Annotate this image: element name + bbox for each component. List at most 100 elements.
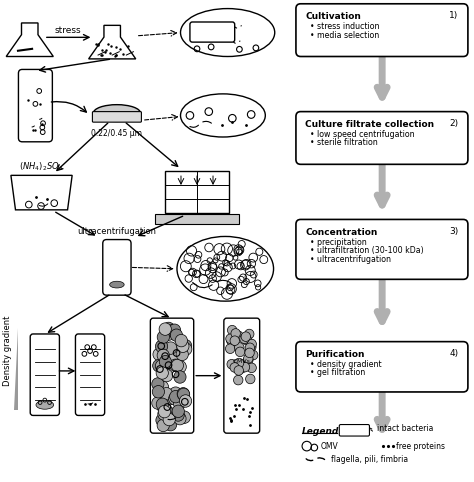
- Circle shape: [153, 360, 165, 372]
- Circle shape: [174, 413, 186, 425]
- Circle shape: [236, 347, 245, 357]
- Circle shape: [244, 355, 253, 365]
- Circle shape: [234, 331, 243, 340]
- FancyBboxPatch shape: [30, 334, 59, 415]
- Circle shape: [162, 325, 174, 338]
- Polygon shape: [6, 23, 53, 56]
- Circle shape: [227, 335, 236, 345]
- Circle shape: [174, 361, 186, 373]
- Text: • media selection: • media selection: [310, 31, 379, 40]
- Circle shape: [245, 343, 255, 353]
- FancyBboxPatch shape: [92, 112, 141, 122]
- Circle shape: [170, 387, 182, 400]
- Text: 1): 1): [449, 11, 458, 20]
- Circle shape: [234, 366, 244, 375]
- Text: • sterile filtration: • sterile filtration: [310, 138, 378, 147]
- Text: OMVs: OMVs: [233, 359, 251, 364]
- Circle shape: [158, 405, 171, 418]
- Circle shape: [176, 348, 188, 361]
- Circle shape: [234, 361, 243, 370]
- Circle shape: [240, 334, 249, 344]
- Circle shape: [228, 325, 237, 335]
- Text: flagella, pili, fimbria: flagella, pili, fimbria: [331, 455, 409, 464]
- Circle shape: [157, 402, 170, 414]
- Circle shape: [177, 388, 189, 400]
- FancyBboxPatch shape: [75, 334, 105, 415]
- Circle shape: [163, 328, 175, 340]
- Circle shape: [240, 362, 250, 372]
- Text: OMV: OMV: [321, 442, 338, 451]
- Circle shape: [171, 389, 183, 402]
- Text: • low speed centrifugation: • low speed centrifugation: [310, 130, 415, 139]
- Circle shape: [155, 340, 168, 353]
- Circle shape: [247, 363, 256, 373]
- Circle shape: [226, 334, 235, 344]
- Text: 4): 4): [449, 349, 458, 358]
- Circle shape: [156, 367, 168, 379]
- Circle shape: [163, 413, 175, 426]
- Text: $(NH_4)_2SO_4$: $(NH_4)_2SO_4$: [19, 161, 64, 174]
- Circle shape: [157, 419, 169, 432]
- Circle shape: [248, 350, 258, 360]
- Circle shape: [157, 363, 170, 376]
- Circle shape: [159, 323, 171, 335]
- Circle shape: [242, 335, 252, 345]
- Circle shape: [230, 362, 239, 372]
- FancyBboxPatch shape: [296, 219, 468, 280]
- Circle shape: [166, 324, 179, 337]
- Text: Culture filtrate collection: Culture filtrate collection: [305, 120, 435, 129]
- Circle shape: [152, 378, 164, 390]
- Circle shape: [241, 332, 251, 341]
- Polygon shape: [89, 26, 136, 59]
- Circle shape: [230, 336, 239, 346]
- Circle shape: [164, 391, 176, 403]
- Circle shape: [163, 322, 175, 335]
- FancyBboxPatch shape: [155, 214, 238, 224]
- Circle shape: [246, 374, 255, 384]
- Circle shape: [169, 349, 181, 362]
- Circle shape: [157, 349, 169, 362]
- FancyBboxPatch shape: [296, 4, 468, 56]
- FancyBboxPatch shape: [165, 171, 229, 213]
- Circle shape: [172, 409, 184, 421]
- Circle shape: [161, 369, 173, 382]
- Circle shape: [164, 418, 177, 431]
- Text: • density gradient: • density gradient: [310, 360, 382, 369]
- Circle shape: [158, 408, 170, 420]
- Ellipse shape: [181, 94, 265, 137]
- FancyBboxPatch shape: [296, 342, 468, 392]
- Circle shape: [177, 340, 189, 352]
- Ellipse shape: [93, 105, 140, 121]
- Circle shape: [175, 335, 187, 347]
- Circle shape: [155, 360, 168, 372]
- FancyBboxPatch shape: [190, 22, 235, 42]
- Circle shape: [227, 360, 237, 369]
- Circle shape: [245, 348, 254, 358]
- Text: intact bacteria: intact bacteria: [377, 424, 434, 433]
- Text: • stress induction: • stress induction: [310, 22, 380, 31]
- Circle shape: [152, 386, 164, 398]
- Circle shape: [173, 397, 186, 410]
- Circle shape: [170, 390, 182, 403]
- Circle shape: [177, 388, 190, 401]
- Circle shape: [168, 324, 181, 336]
- Text: free proteins: free proteins: [396, 442, 445, 451]
- Circle shape: [246, 342, 256, 352]
- Ellipse shape: [181, 9, 275, 56]
- Circle shape: [231, 329, 240, 338]
- Text: ultracentrifugation: ultracentrifugation: [77, 227, 156, 236]
- Circle shape: [226, 344, 235, 353]
- FancyBboxPatch shape: [18, 69, 52, 142]
- Text: Concentration: Concentration: [305, 228, 378, 237]
- Circle shape: [178, 411, 191, 423]
- Circle shape: [152, 397, 164, 409]
- Text: Legend:: Legend:: [302, 427, 343, 436]
- Circle shape: [164, 342, 177, 354]
- Text: 3): 3): [449, 227, 458, 236]
- Circle shape: [153, 348, 165, 361]
- Circle shape: [172, 405, 184, 417]
- Ellipse shape: [109, 281, 124, 288]
- Circle shape: [238, 362, 247, 371]
- FancyBboxPatch shape: [150, 318, 194, 433]
- Circle shape: [163, 415, 175, 428]
